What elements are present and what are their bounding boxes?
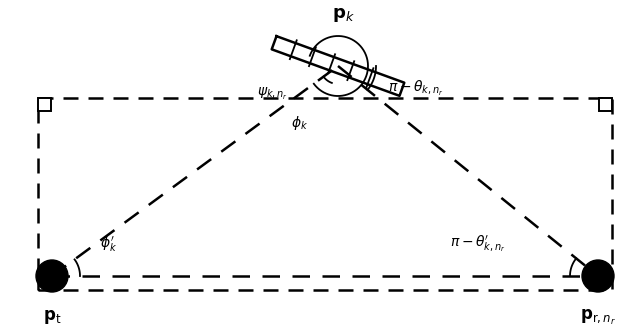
Circle shape	[36, 260, 68, 292]
Bar	[38, 98, 51, 111]
Bar	[599, 98, 612, 111]
Circle shape	[582, 260, 614, 292]
Text: $\psi_{k,n_r}$: $\psi_{k,n_r}$	[257, 86, 288, 102]
Text: $\mathbf{p}_{\mathrm{r},n_r}$: $\mathbf{p}_{\mathrm{r},n_r}$	[580, 308, 616, 327]
Text: $\mathbf{p}_{\mathrm{t}}$: $\mathbf{p}_{\mathrm{t}}$	[43, 308, 61, 326]
Text: $\mathbf{p}_k$: $\mathbf{p}_k$	[332, 6, 355, 24]
Text: $\phi^{\prime}_k$: $\phi^{\prime}_k$	[100, 235, 117, 254]
Text: $\phi_k$: $\phi_k$	[291, 114, 308, 132]
Bar	[38, 98, 612, 290]
Text: $\pi - \theta_{k,n_r}$: $\pi - \theta_{k,n_r}$	[388, 78, 444, 97]
Text: $\pi - \theta^{\prime}_{k,n_r}$: $\pi - \theta^{\prime}_{k,n_r}$	[450, 234, 506, 255]
